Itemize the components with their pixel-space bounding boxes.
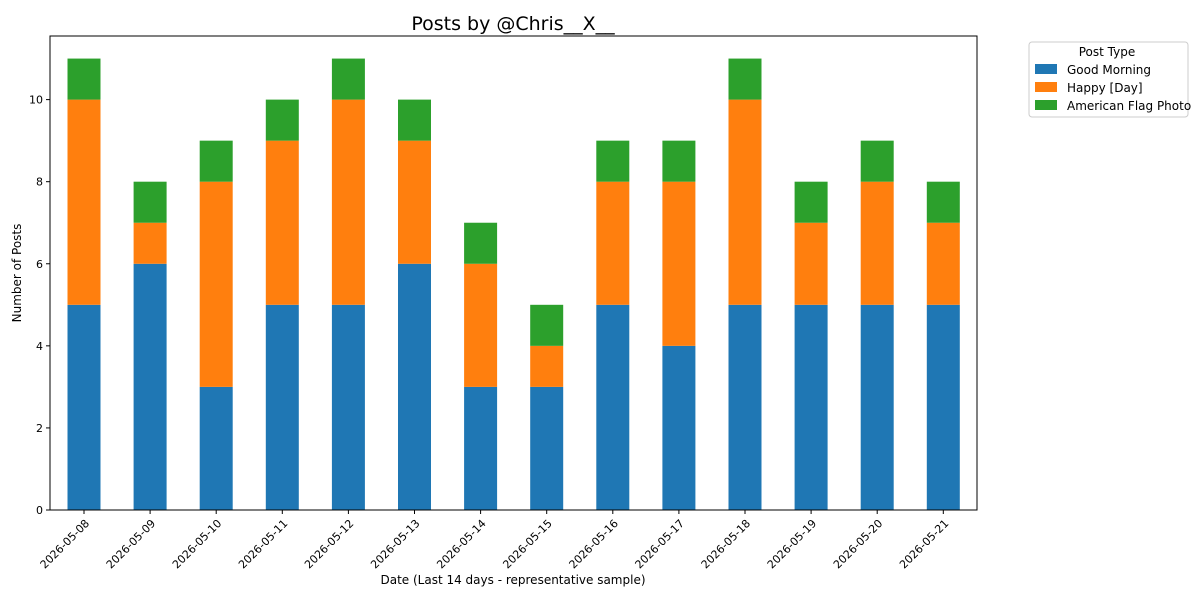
legend-label: Good Morning — [1067, 63, 1151, 77]
bar-happy-day-2026-05-10 — [199, 181, 233, 387]
bar-happy-day-2026-05-09 — [133, 222, 167, 264]
x-tick-label: 2026-05-16 — [567, 517, 621, 571]
x-tick-label: 2026-05-09 — [104, 517, 158, 571]
bar-good-morning-2026-05-17 — [662, 345, 696, 510]
bar-good-morning-2026-05-15 — [530, 386, 564, 510]
bar-good-morning-2026-05-18 — [728, 304, 762, 510]
y-axis-ticks: 0 2 4 6 8 10 — [29, 94, 50, 517]
x-tick-label: 2026-05-15 — [500, 517, 554, 571]
bar-good-morning-2026-05-13 — [398, 263, 431, 510]
bar-american-flag-photo-2026-05-15 — [530, 304, 564, 346]
bar-american-flag-photo-2026-05-19 — [794, 181, 828, 223]
bar-american-flag-photo-2026-05-18 — [728, 58, 762, 100]
x-tick-label: 2026-05-17 — [633, 517, 687, 571]
x-tick-label: 2026-05-18 — [699, 517, 753, 571]
legend-label: American Flag Photo — [1067, 99, 1191, 113]
legend: Post Type Good Morning Happy [Day] America… — [1028, 41, 1191, 118]
bar-american-flag-photo-2026-05-11 — [265, 99, 299, 141]
bar-happy-day-2026-05-18 — [728, 99, 762, 305]
legend-box — [1028, 41, 1189, 118]
bar-happy-day-2026-05-08 — [67, 99, 101, 305]
x-tick-label: 2026-05-19 — [765, 517, 819, 571]
legend-swatch — [1035, 100, 1057, 110]
bar-good-morning-2026-05-10 — [199, 386, 233, 510]
x-tick-label: 2026-05-12 — [302, 517, 356, 571]
bar-good-morning-2026-05-11 — [265, 304, 299, 510]
legend-swatch — [1035, 64, 1057, 74]
plot-frame — [49, 35, 978, 511]
bar-happy-day-2026-05-17 — [662, 181, 696, 346]
bar-good-morning-2026-05-16 — [596, 304, 630, 510]
bar-happy-day-2026-05-14 — [464, 263, 498, 387]
y-tick-label: 8 — [36, 176, 43, 189]
bar-happy-day-2026-05-15 — [530, 345, 564, 387]
bar-american-flag-photo-2026-05-20 — [860, 140, 894, 182]
x-tick-label: 2026-05-11 — [236, 517, 290, 571]
legend-label: Happy [Day] — [1067, 81, 1143, 95]
bar-american-flag-photo-2026-05-16 — [596, 140, 630, 182]
x-axis-label: Date (Last 14 days - representative samp… — [380, 573, 645, 587]
x-tick-label: 2026-05-13 — [368, 517, 422, 571]
bar-american-flag-photo-2026-05-12 — [331, 58, 365, 100]
bar-good-morning-2026-05-20 — [860, 304, 894, 510]
bar-american-flag-photo-2026-05-08 — [67, 58, 101, 100]
bar-good-morning-2026-05-19 — [794, 304, 828, 510]
x-axis-ticks: 2026-05-08 2026-05-09 2026-05-10 2026-05-11… — [38, 510, 951, 571]
chart-title: Posts by @Chris__X__ — [411, 13, 615, 35]
bar-american-flag-photo-2026-05-09 — [133, 181, 167, 223]
bar-american-flag-photo-2026-05-13 — [398, 99, 431, 141]
bar-american-flag-photo-2026-05-21 — [926, 181, 960, 223]
bar-happy-day-2026-05-12 — [331, 99, 365, 305]
bar-happy-day-2026-05-19 — [794, 222, 828, 305]
y-tick-label: 10 — [29, 94, 43, 107]
y-tick-label: 2 — [36, 422, 43, 435]
y-tick-label: 4 — [36, 340, 43, 353]
y-axis-label: Number of Posts — [10, 224, 24, 323]
bar-american-flag-photo-2026-05-10 — [199, 140, 233, 182]
bar-good-morning-2026-05-14 — [464, 386, 498, 510]
x-tick-label: 2026-05-08 — [38, 517, 92, 571]
y-tick-label: 6 — [36, 258, 43, 271]
bar-happy-day-2026-05-16 — [596, 181, 630, 305]
bar-american-flag-photo-2026-05-17 — [662, 140, 696, 182]
bar-good-morning-2026-05-21 — [926, 304, 960, 510]
bar-good-morning-2026-05-09 — [133, 263, 167, 510]
y-tick-label: 0 — [36, 504, 43, 517]
legend-title: Post Type — [1079, 45, 1135, 59]
bar-happy-day-2026-05-13 — [398, 140, 431, 264]
bar-american-flag-photo-2026-05-14 — [464, 222, 498, 264]
x-tick-label: 2026-05-21 — [897, 517, 951, 571]
bar-happy-day-2026-05-21 — [926, 222, 960, 305]
bars-group — [67, 58, 960, 510]
x-tick-label: 2026-05-20 — [831, 517, 885, 571]
x-tick-label: 2026-05-10 — [170, 517, 224, 571]
x-tick-label: 2026-05-14 — [434, 517, 488, 571]
legend-swatch — [1035, 82, 1057, 92]
bar-good-morning-2026-05-12 — [331, 304, 365, 510]
bar-happy-day-2026-05-11 — [265, 140, 299, 305]
bar-happy-day-2026-05-20 — [860, 181, 894, 305]
bar-good-morning-2026-05-08 — [67, 304, 101, 510]
